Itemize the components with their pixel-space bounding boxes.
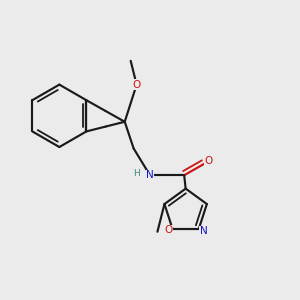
Text: O: O [133, 80, 141, 90]
Text: N: N [146, 170, 154, 180]
Text: O: O [204, 156, 213, 166]
Text: N: N [200, 226, 207, 236]
Text: H: H [133, 169, 140, 178]
Text: O: O [164, 226, 172, 236]
